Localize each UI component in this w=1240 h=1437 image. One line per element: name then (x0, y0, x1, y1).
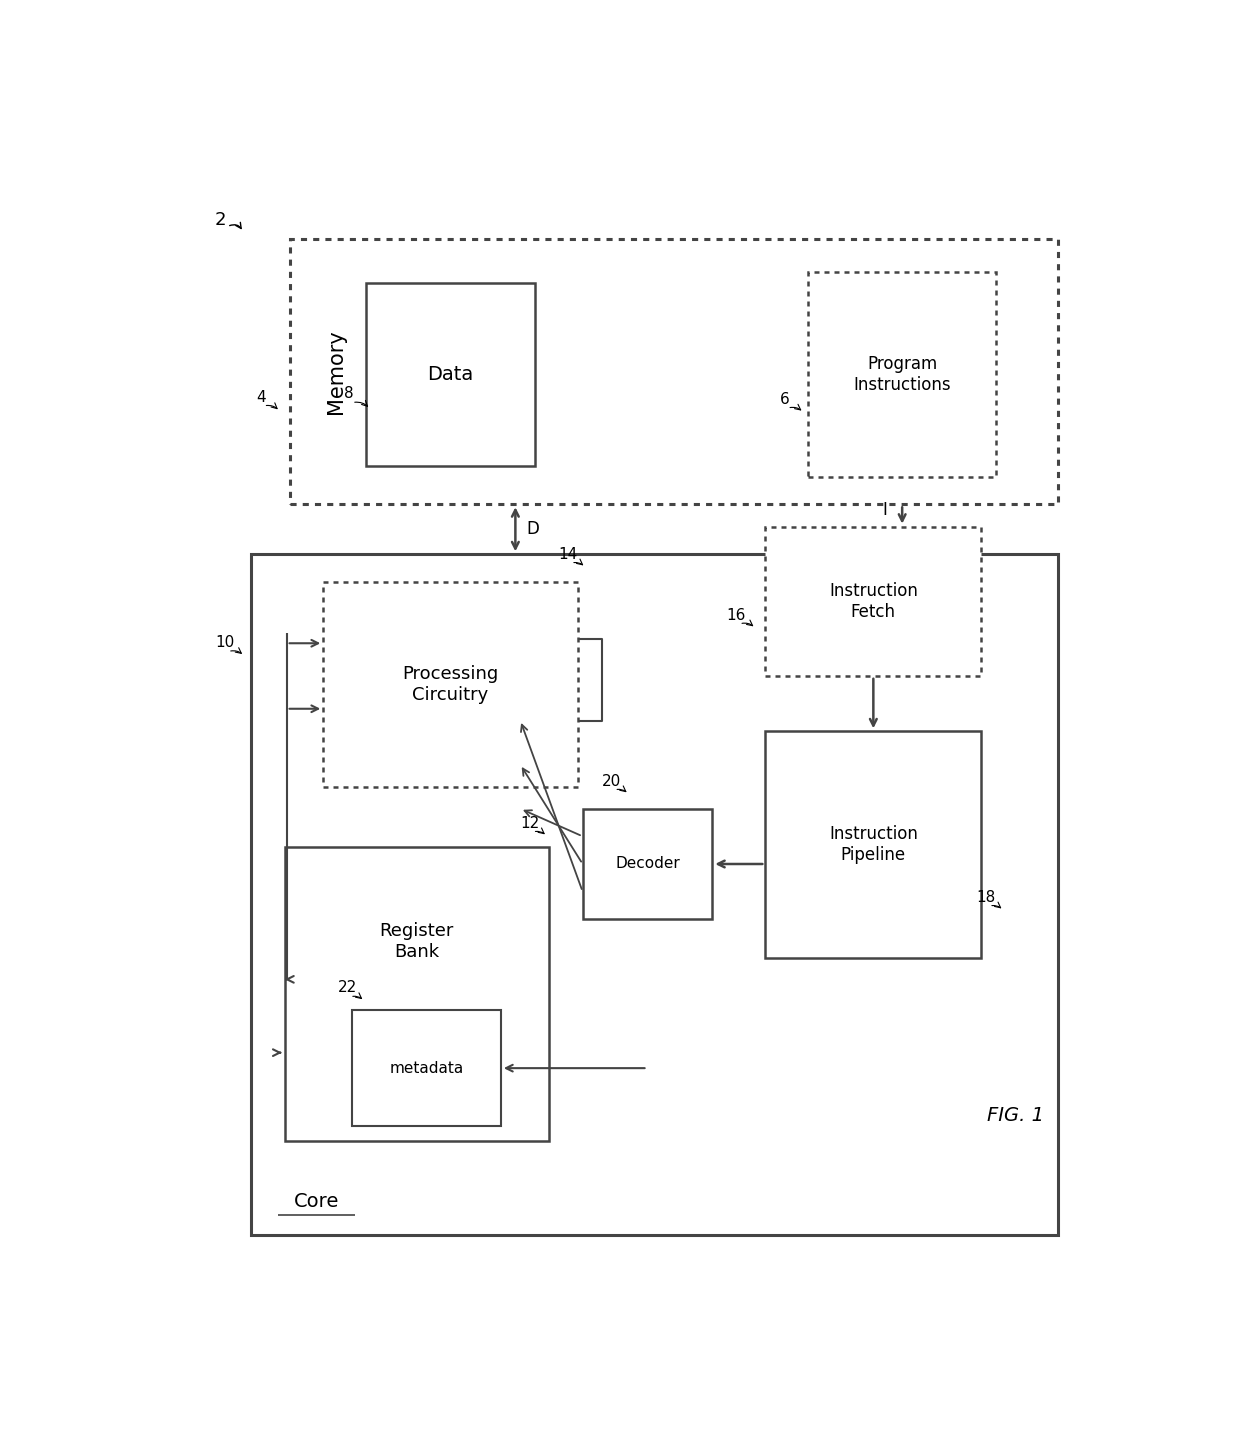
Text: Program
Instructions: Program Instructions (853, 355, 951, 394)
Bar (352, 1010, 501, 1127)
Text: Processing
Circuitry: Processing Circuitry (403, 665, 498, 704)
Text: Instruction
Pipeline: Instruction Pipeline (828, 825, 918, 864)
Text: FIG. 1: FIG. 1 (987, 1105, 1044, 1125)
Text: 6: 6 (780, 392, 790, 407)
Text: 22: 22 (337, 980, 357, 996)
Text: 18: 18 (977, 890, 996, 905)
Text: 16: 16 (727, 608, 746, 622)
Text: I: I (883, 502, 888, 519)
Text: Data: Data (428, 365, 474, 384)
Text: 20: 20 (601, 773, 621, 789)
Text: Instruction
Fetch: Instruction Fetch (828, 582, 918, 621)
Text: Memory: Memory (326, 329, 346, 414)
Bar (290, 239, 1059, 504)
Text: 8: 8 (345, 387, 353, 401)
Bar (808, 272, 996, 477)
Bar (285, 848, 549, 1141)
Text: 14: 14 (558, 546, 578, 562)
Bar (367, 283, 534, 466)
Bar (324, 582, 578, 786)
Text: Core: Core (294, 1191, 339, 1211)
Text: 2: 2 (215, 211, 226, 228)
Text: 10: 10 (216, 635, 234, 650)
Text: 4: 4 (255, 389, 265, 405)
Bar (583, 809, 713, 920)
Bar (765, 526, 982, 675)
Text: D: D (526, 520, 539, 539)
Text: Register
Bank: Register Bank (379, 921, 454, 960)
Text: Decoder: Decoder (615, 856, 680, 871)
Bar (765, 731, 982, 958)
Bar (250, 555, 1059, 1234)
Text: metadata: metadata (389, 1061, 464, 1076)
Text: 12: 12 (520, 816, 539, 831)
